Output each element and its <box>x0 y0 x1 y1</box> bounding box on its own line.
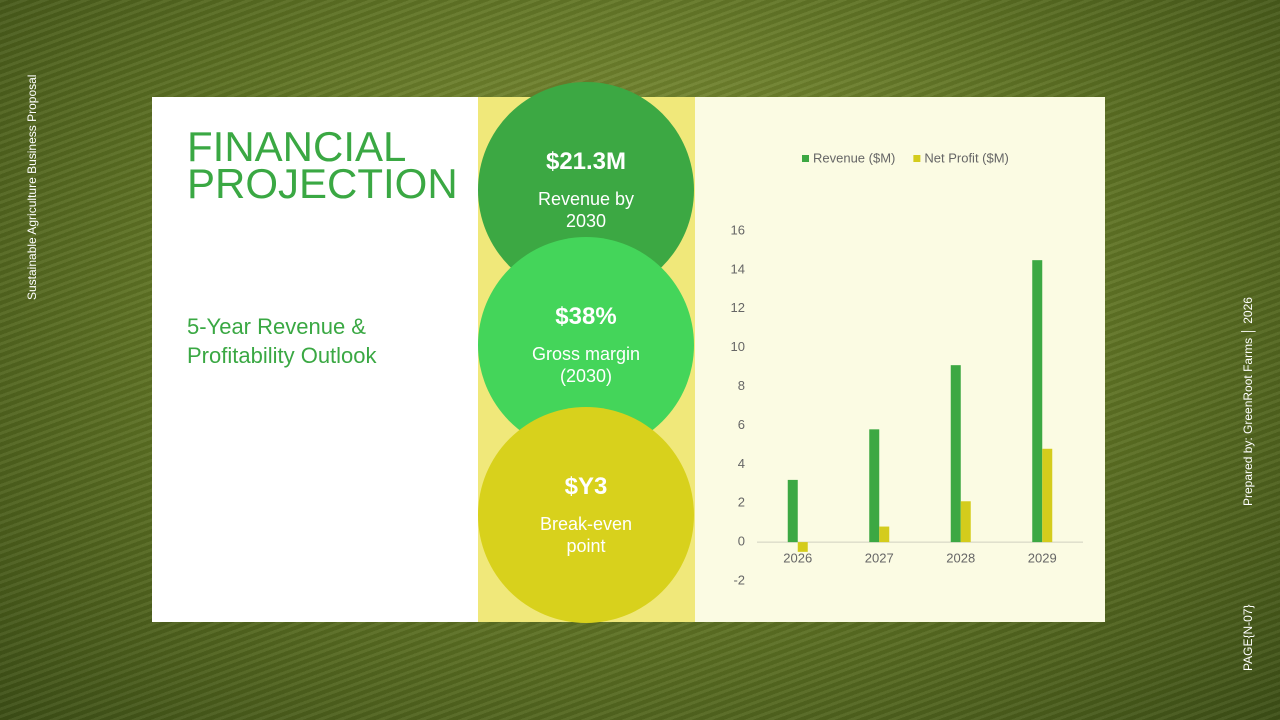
y-tick-label: 16 <box>731 222 745 237</box>
x-tick-label: 2027 <box>865 551 894 566</box>
side-label: Prepared by: GreenRoot Farms │ 2026 <box>1241 297 1255 506</box>
chart: -2 0 2 4 6 8 10 12 14 16 2026 2027 2028 2029 Revenue (… <box>731 150 1083 587</box>
bar <box>787 479 798 543</box>
legend-swatch <box>802 155 809 162</box>
highlight-label: Break-even point <box>539 514 633 556</box>
bar <box>1032 260 1043 543</box>
panel <box>152 97 478 622</box>
y-tick-label: 4 <box>738 456 745 471</box>
highlight-value: $Y3 <box>564 473 608 500</box>
x-tick-label: 2028 <box>946 551 975 566</box>
x-tick-label: 2026 <box>783 551 812 566</box>
y-tick-label: 12 <box>731 300 745 315</box>
legend-label: Revenue ($M) <box>813 150 895 165</box>
highlight-label: Gross margin (2030) <box>531 344 641 386</box>
side-label: Sustainable Agriculture Business Proposa… <box>25 74 39 300</box>
y-tick-label: -2 <box>733 572 745 587</box>
bar <box>797 542 808 552</box>
y-tick-label: 6 <box>738 417 745 432</box>
bar <box>960 501 971 543</box>
highlight-value: $38% <box>555 303 617 330</box>
legend-swatch <box>913 155 921 162</box>
highlight-value: $21.3M <box>545 148 627 175</box>
y-tick-label: 2 <box>738 495 745 510</box>
y-tick-label: 14 <box>731 261 745 276</box>
bar <box>879 526 890 543</box>
bar <box>869 429 880 543</box>
legend: Revenue ($M) Net Profit ($M) <box>802 150 1009 165</box>
bar <box>1042 448 1053 543</box>
chart-panel: -2 0 2 4 6 8 10 12 14 16 2026 2027 2028 2029 Revenue (… <box>695 97 1105 622</box>
highlight-circle: $Y3 Break-even point <box>478 407 694 623</box>
y-tick-label: 0 <box>738 534 745 549</box>
x-tick-label: 2029 <box>1028 551 1057 566</box>
bar <box>950 365 961 543</box>
page-label: PAGE{N-07} <box>1241 604 1255 671</box>
legend-label: Net Profit ($M) <box>924 150 1009 165</box>
highlight-label: Revenue by 2030 <box>537 189 635 231</box>
subtitle: 5-Year Revenue & Profitability Outlook <box>187 314 377 368</box>
title: FINANCIAL PROJECTION <box>187 123 458 207</box>
y-tick-label: 8 <box>738 378 745 393</box>
y-tick-label: 10 <box>731 339 745 354</box>
